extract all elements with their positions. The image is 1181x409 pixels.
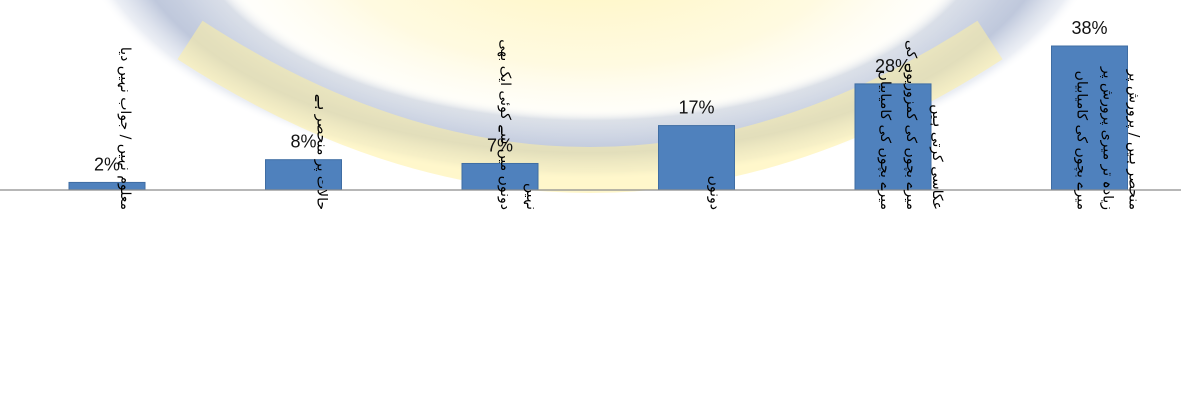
category-label-1: معلوم نہیں / جواب نہیں دیا: [117, 47, 133, 210]
data-label-5: 28%: [875, 56, 911, 76]
category-label-line: عکاسی کرتی ہیں: [929, 104, 945, 210]
category-label-line: معلوم نہیں / جواب نہیں دیا: [117, 47, 133, 210]
category-label-line: نہیں: [523, 183, 539, 210]
category-label-line: دونوں میں سے کوئی ایک بھی: [497, 39, 513, 210]
category-label-2: حالات پر منحصر ہے: [314, 94, 330, 210]
data-labels: 2% 8% 7% 17% 28% 38%: [94, 18, 1108, 174]
data-label-4: 17%: [678, 98, 714, 118]
category-labels: معلوم نہیں / جواب نہیں دیا حالات پر منحصر…: [117, 39, 1142, 210]
category-label-4: دونوں: [707, 176, 723, 210]
bar-2: [265, 159, 342, 191]
data-label-3: 7%: [487, 135, 513, 155]
category-label-line: میرے بچوں کی کمزوریوں کی: [903, 40, 919, 210]
category-label-line: میرے بچوں کی کامیابیاں: [877, 71, 893, 210]
category-label-line: منحصر ہیں / پرورش پر: [1126, 69, 1142, 210]
category-label-line: حالات پر منحصر ہے: [314, 94, 330, 210]
category-label-line: میرے بچوں کی کامیابیاں: [1074, 71, 1090, 210]
category-label-line: دونوں: [707, 176, 723, 210]
data-label-6: 38%: [1071, 18, 1107, 38]
bars: [68, 45, 1128, 191]
bar-6: [1051, 45, 1128, 191]
bar-5: [854, 83, 932, 191]
category-label-line: زیادہ تر میری پرورش پر: [1100, 66, 1116, 210]
category-label-5: میرے بچوں کی کامیابیاں میرے بچوں کی کمزور…: [877, 40, 945, 210]
category-label-3: دونوں میں سے کوئی ایک بھی نہیں: [497, 39, 539, 210]
watermark: [99, 0, 1081, 193]
category-label-6: میرے بچوں کی کامیابیاں زیادہ تر میری پرور…: [1074, 66, 1142, 210]
data-label-2: 8%: [290, 132, 316, 152]
bar-4: [658, 125, 735, 191]
data-label-1: 2%: [94, 154, 120, 174]
